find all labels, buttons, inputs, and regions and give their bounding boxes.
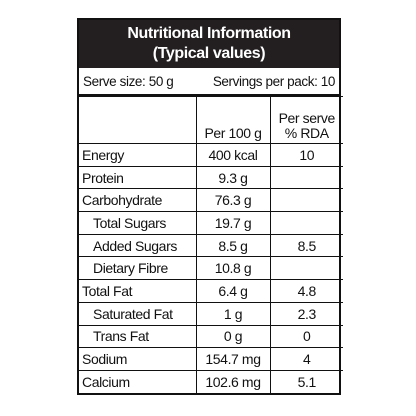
- nutrient-name: Added Sugars: [79, 233, 197, 258]
- nutrient-row: Sodium 154.7 mg 4: [79, 347, 343, 371]
- nutrition-table: Per 100 g Per serve % RDA Energy 400 kcal…: [79, 96, 343, 393]
- column-header-row: Per 100 g Per serve % RDA: [79, 96, 343, 144]
- nutrient-row: Added Sugars 8.5 g 8.5: [79, 233, 343, 258]
- per-100g-value: 400 kcal: [195, 143, 271, 167]
- nutrient-row: Saturated Fat 1 g 2.3: [79, 301, 343, 326]
- subtitle: (Typical values): [152, 45, 266, 62]
- per-100g-value: 102.6 mg: [195, 369, 271, 393]
- per-100g-value: 19.7 g: [195, 211, 271, 235]
- nutrient-name: Total Fat: [79, 279, 197, 303]
- nutrient-row: Energy 400 kcal 10: [79, 143, 343, 167]
- column-header: Per 100 g: [195, 96, 271, 144]
- serving-info: Serve size: 50 g Servings per pack: 10: [79, 68, 339, 96]
- nutrient-name: Calcium: [79, 369, 197, 393]
- nutrient-row: Total Fat 6.4 g 4.8: [79, 279, 343, 303]
- servings-per-pack: Servings per pack: 10: [212, 73, 336, 89]
- nutrition-label: Nutritional Information (Typical values)…: [77, 18, 343, 395]
- nutrient-name: Protein: [79, 165, 197, 190]
- nutrient-name: Saturated Fat: [79, 301, 197, 326]
- per-serve-rda: 0: [269, 324, 343, 349]
- nutrient-name: Sodium: [79, 347, 197, 371]
- nutrient-name: Energy: [79, 143, 197, 167]
- per-100g-value: 9.3 g: [195, 165, 271, 190]
- per-serve-rda: 4.8: [269, 279, 343, 303]
- nutrient-name: Carbohydrate: [79, 188, 197, 213]
- serve-size: Serve size: 50 g: [83, 73, 174, 89]
- column-header: Per serve % RDA: [269, 96, 343, 144]
- per-100g-value: 0 g: [195, 324, 271, 349]
- per-serve-rda: 8.5: [269, 233, 343, 258]
- per-100g-value: 154.7 mg: [195, 347, 271, 371]
- nutrient-name: Total Sugars: [79, 211, 197, 235]
- label-header: Nutritional Information (Typical values): [79, 20, 339, 68]
- empty-header-cell: [79, 96, 197, 144]
- nutrient-name: Trans Fat: [79, 324, 197, 349]
- per-serve-rda: 5.1: [269, 369, 343, 393]
- per-serve-rda: [269, 256, 343, 281]
- nutrient-row: Protein 9.3 g: [79, 165, 343, 190]
- per-serve-rda: 10: [269, 143, 343, 167]
- nutrient-row: Dietary Fibre 10.8 g: [79, 256, 343, 281]
- per-100g-value: 1 g: [195, 301, 271, 326]
- per-100g-value: 8.5 g: [195, 233, 271, 258]
- column-header-line: % RDA: [284, 125, 329, 141]
- per-100g-value: 10.8 g: [195, 256, 271, 281]
- per-serve-rda: [269, 188, 343, 213]
- per-serve-rda: [269, 211, 343, 235]
- title: Nutritional Information: [127, 25, 291, 42]
- nutrient-row: Calcium 102.6 mg 5.1: [79, 369, 343, 393]
- nutrient-name: Dietary Fibre: [79, 256, 197, 281]
- per-serve-rda: 4: [269, 347, 343, 371]
- nutrient-row: Carbohydrate 76.3 g: [79, 188, 343, 213]
- per-serve-rda: [269, 165, 343, 190]
- per-100g-value: 76.3 g: [195, 188, 271, 213]
- per-serve-rda: 2.3: [269, 301, 343, 326]
- per-100g-value: 6.4 g: [195, 279, 271, 303]
- column-header-line: Per serve: [278, 110, 336, 126]
- nutrient-row: Total Sugars 19.7 g: [79, 211, 343, 235]
